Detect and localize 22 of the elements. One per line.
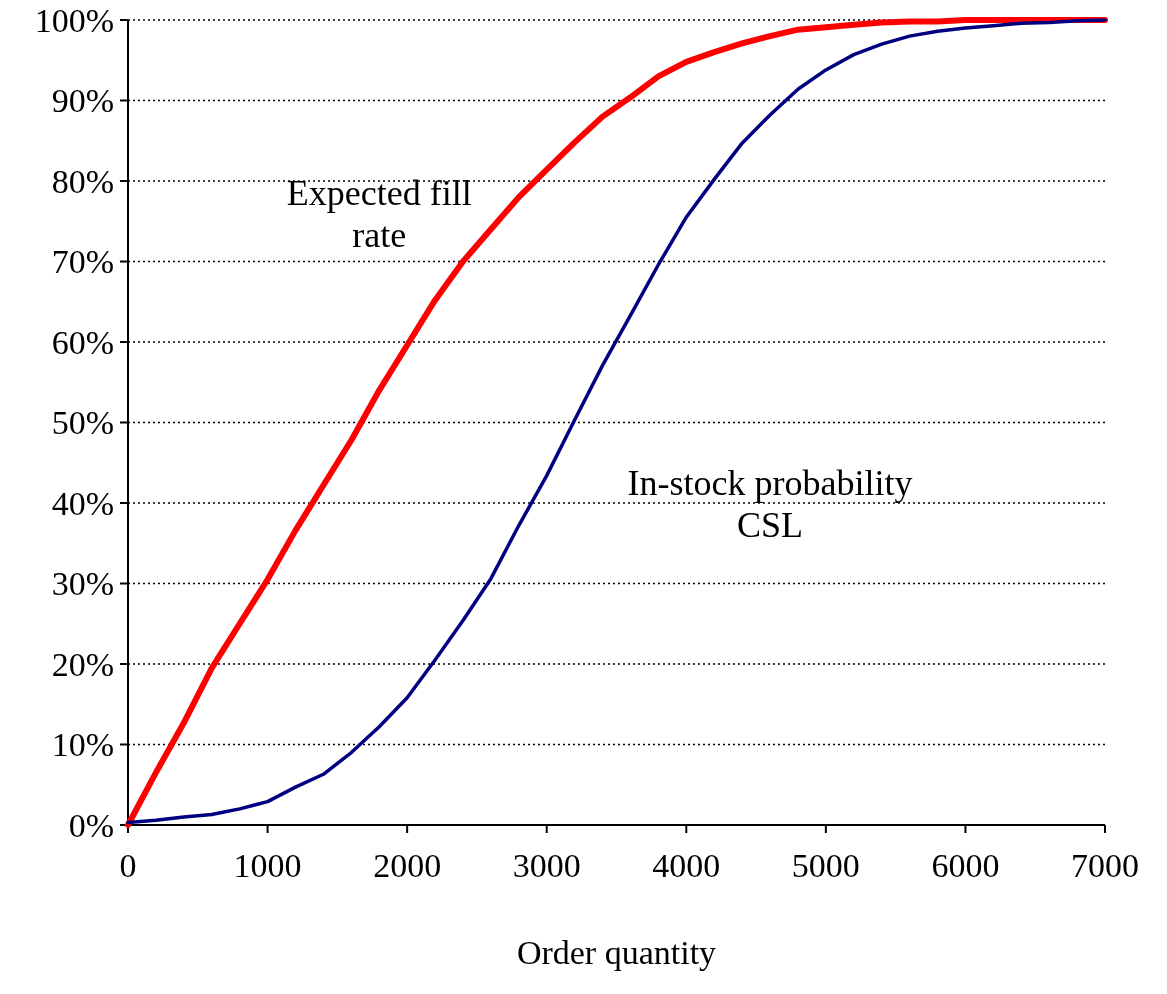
- x-tick-label: 0: [119, 847, 137, 884]
- series-label: In-stock probability CSL: [627, 462, 913, 545]
- x-tick-label: 7000: [1071, 847, 1139, 884]
- y-tick-label: 80%: [51, 162, 114, 200]
- x-tick-label: 3000: [512, 847, 581, 884]
- x-tick-label: 6000: [931, 847, 1000, 884]
- y-tick-label: 10%: [51, 726, 114, 764]
- series-label: Expected fill rate: [286, 173, 472, 256]
- x-tick-label: 2000: [373, 847, 442, 884]
- y-tick-label: 100%: [34, 1, 114, 39]
- x-tick-label: 5000: [791, 847, 860, 884]
- y-tick-label: 90%: [51, 82, 114, 120]
- x-tick-label: 4000: [652, 847, 721, 884]
- y-tick-label: 20%: [51, 645, 114, 683]
- y-tick-label: 40%: [51, 484, 114, 522]
- y-tick-label: 30%: [51, 565, 114, 603]
- y-tick-label: 60%: [51, 323, 114, 361]
- y-tick-label: 0%: [68, 806, 114, 844]
- x-tick-label: 1000: [233, 847, 302, 884]
- x-axis-title: Order quantity: [516, 934, 717, 971]
- y-tick-label: 50%: [51, 404, 114, 442]
- y-tick-label: 70%: [51, 243, 114, 281]
